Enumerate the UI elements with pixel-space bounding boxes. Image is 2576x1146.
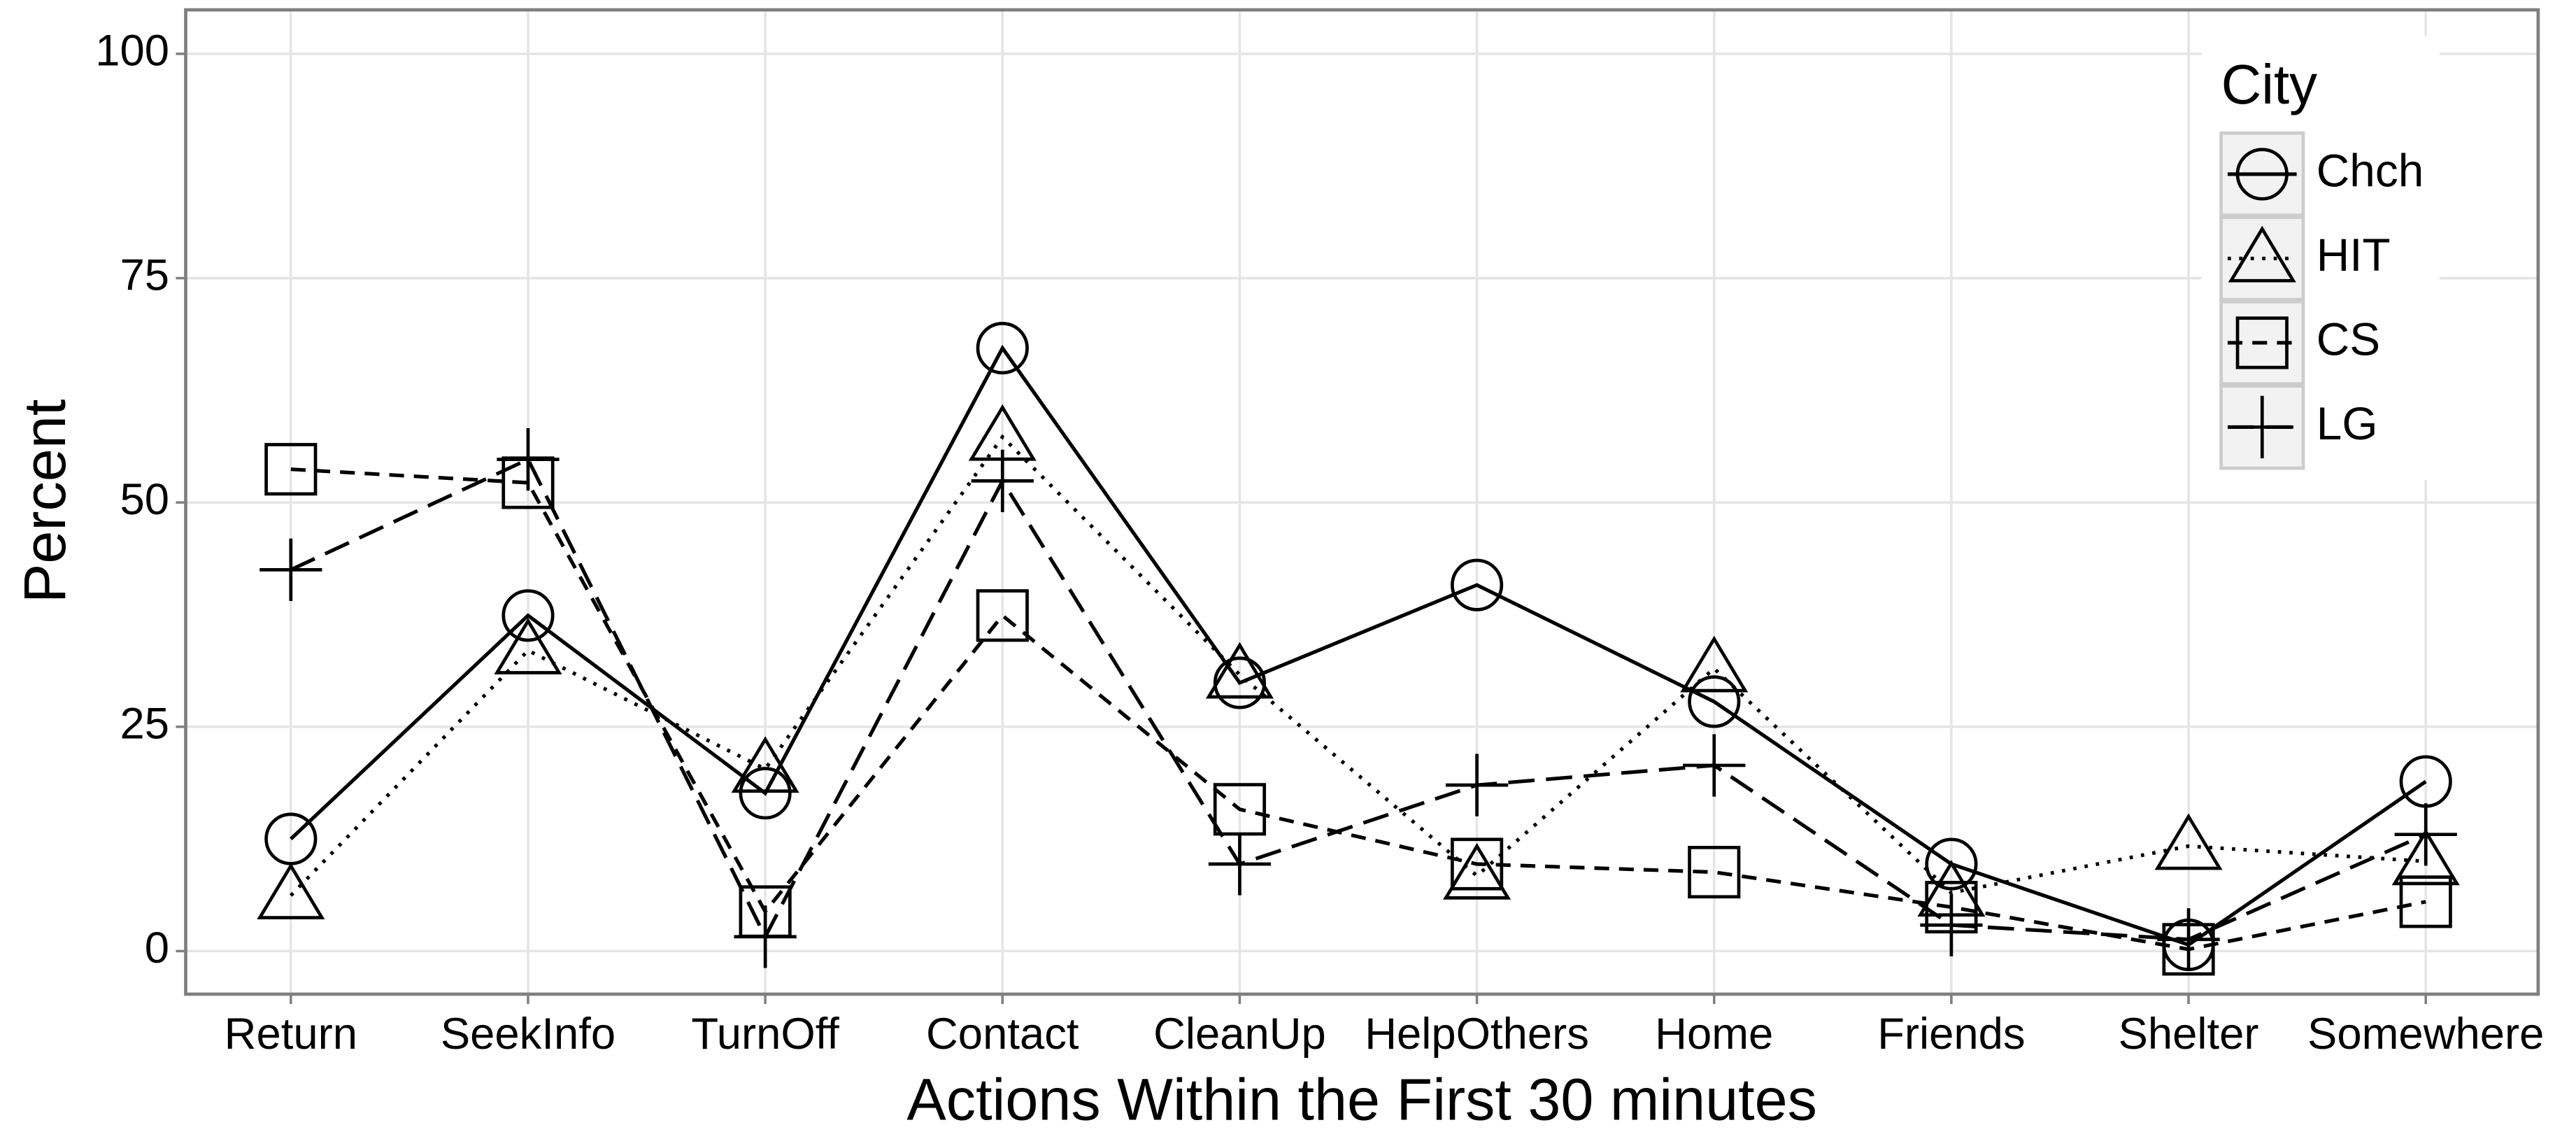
point [1920, 893, 1983, 956]
point [2235, 148, 2289, 201]
y-tick-label: 50 [120, 475, 169, 524]
point [2228, 225, 2296, 283]
x-tick-label: Shelter [2119, 1010, 2259, 1059]
grid [185, 10, 2538, 994]
y-axis-title: Percent [11, 399, 78, 603]
series-line [290, 457, 2427, 942]
point [1213, 656, 1267, 709]
legend-title: City [2221, 53, 2318, 115]
point [1451, 558, 1504, 611]
legend-label: CS [2317, 313, 2380, 365]
x-axis-title: Actions Within the First 30 minutes [906, 1066, 1817, 1133]
point [2399, 875, 2452, 928]
y-tick-label: 25 [120, 700, 169, 749]
point [2235, 316, 2289, 369]
point [497, 427, 560, 491]
point [971, 449, 1034, 513]
point [2154, 813, 2223, 870]
point [1683, 734, 1746, 797]
point [501, 589, 555, 642]
point [259, 538, 322, 601]
point [731, 736, 799, 793]
legend-label: LG [2317, 397, 2378, 449]
point [1208, 833, 1272, 896]
panel-border [184, 8, 2540, 996]
x-tick-label: TurnOff [691, 1010, 839, 1059]
x-tick-label: Return [225, 1010, 357, 1059]
point [494, 617, 562, 674]
y-tick-label: 100 [95, 27, 169, 76]
point [734, 905, 797, 968]
y-tick-label: 0 [145, 924, 169, 972]
point [1205, 642, 1274, 699]
series-line [290, 344, 2427, 947]
point [1443, 842, 1511, 900]
point [976, 322, 1029, 375]
point [1688, 845, 1741, 899]
point [257, 863, 325, 919]
point [1680, 635, 1749, 693]
point [264, 443, 318, 496]
point [2394, 803, 2457, 866]
x-tick-label: Friends [1877, 1010, 2025, 1059]
x-tick-label: Home [1655, 1010, 1773, 1059]
point [2230, 395, 2293, 459]
x-tick-label: HelpOthers [1365, 1010, 1589, 1059]
point [1925, 837, 1978, 891]
point [976, 589, 1029, 642]
point [1445, 754, 1509, 816]
legend: City Chch HIT CS LG [2201, 36, 2440, 480]
point [2391, 828, 2460, 886]
legend-label: HIT [2317, 229, 2391, 281]
y-tick-label: 75 [120, 250, 169, 299]
x-tick-label: SeekInfo [441, 1010, 615, 1059]
x-tick-label: CleanUp [1153, 1010, 1326, 1059]
series-line [290, 467, 2426, 952]
series-line [289, 434, 2426, 897]
point [2157, 908, 2220, 971]
legend-label: Chch [2317, 144, 2424, 196]
point [1688, 675, 1741, 728]
point [739, 767, 792, 820]
x-tick-label: Contact [926, 1010, 1079, 1059]
point [1451, 837, 1504, 891]
x-tick-label: Somewhere [2307, 1010, 2544, 1059]
marks [257, 322, 2460, 976]
